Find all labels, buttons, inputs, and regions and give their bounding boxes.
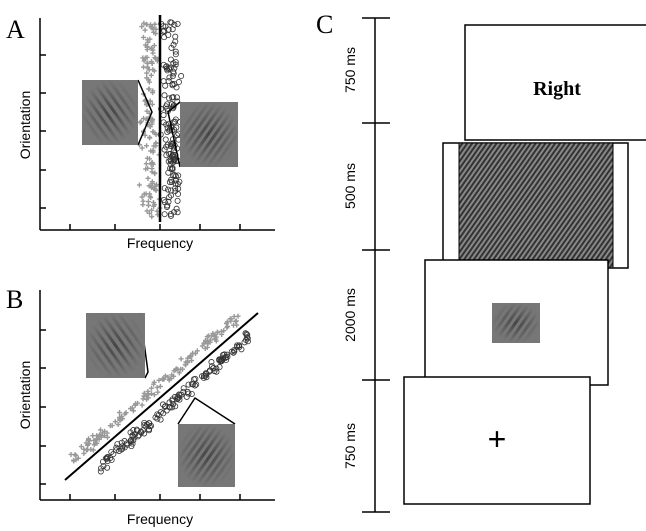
scatter-dot bbox=[140, 202, 145, 207]
duration: 750 ms bbox=[342, 423, 358, 469]
scatter-dot bbox=[81, 447, 86, 452]
scatter-dot bbox=[140, 403, 145, 408]
timeline-ticks bbox=[362, 18, 390, 512]
scatter-dot bbox=[137, 182, 142, 187]
scatter-dot bbox=[150, 51, 155, 56]
scatter-dot bbox=[163, 137, 168, 142]
scatter-dot bbox=[113, 419, 118, 424]
scatter-dot bbox=[144, 71, 149, 76]
scatter-dot bbox=[173, 34, 178, 39]
scatter-dot bbox=[146, 176, 151, 181]
scatter-dot bbox=[146, 203, 151, 208]
scatter-dot bbox=[144, 161, 149, 166]
panel-label: B bbox=[6, 285, 23, 314]
scatter-dot bbox=[163, 83, 168, 88]
scatter-dot bbox=[69, 452, 74, 457]
x-label: Frequency bbox=[127, 511, 193, 527]
duration: 2000 ms bbox=[342, 288, 358, 342]
y-label: Orientation bbox=[17, 91, 33, 159]
stimulus bbox=[180, 102, 238, 167]
scatter-dot bbox=[141, 396, 146, 401]
scatter-dot bbox=[161, 112, 166, 117]
stimulus bbox=[82, 80, 138, 145]
mask-stimulus bbox=[459, 143, 613, 268]
y-label: Orientation bbox=[17, 361, 33, 429]
scatter-dot bbox=[149, 73, 154, 78]
scatter-dot bbox=[217, 364, 222, 369]
scatter-dot bbox=[147, 135, 152, 140]
connector bbox=[140, 313, 235, 424]
scatter-dot bbox=[179, 356, 184, 361]
scatter-dot bbox=[174, 132, 179, 137]
scatter-dot bbox=[143, 28, 148, 33]
scatter-dot bbox=[166, 32, 171, 37]
scatter-dot bbox=[79, 444, 84, 449]
scatter-dot bbox=[144, 143, 149, 148]
fixation: + bbox=[488, 421, 507, 457]
scatter-dot bbox=[167, 75, 172, 80]
scatter-dot bbox=[179, 73, 184, 78]
scatter-dot bbox=[166, 79, 171, 84]
scatter-dot bbox=[162, 212, 167, 217]
stimulus bbox=[492, 303, 540, 343]
scatter-dot bbox=[175, 210, 180, 215]
scatter-dot bbox=[88, 447, 93, 452]
scatter-dot bbox=[168, 57, 173, 62]
panel-label: A bbox=[6, 15, 25, 44]
stimulus bbox=[178, 424, 235, 487]
scatter-dot bbox=[176, 79, 181, 84]
scatter-dot bbox=[162, 186, 167, 191]
figure: A Frequency Orientation B Frequency Orie… bbox=[0, 0, 646, 531]
scatter-dot bbox=[140, 146, 145, 151]
panel-label: C bbox=[316, 10, 333, 39]
scatter-dot bbox=[155, 390, 160, 395]
x-label: Frequency bbox=[127, 235, 193, 251]
scatter-dot bbox=[155, 385, 160, 390]
scatter-dot bbox=[81, 451, 86, 456]
duration: 500 ms bbox=[342, 163, 358, 209]
scatter-dot bbox=[152, 392, 157, 397]
scatter-dot bbox=[175, 21, 180, 26]
stimulus bbox=[86, 313, 145, 378]
scatter-dot bbox=[162, 93, 167, 98]
response-text: Right bbox=[533, 78, 581, 100]
duration: 750 ms bbox=[342, 47, 358, 93]
scatter-dot bbox=[175, 198, 180, 203]
scatter-dot bbox=[158, 384, 163, 389]
